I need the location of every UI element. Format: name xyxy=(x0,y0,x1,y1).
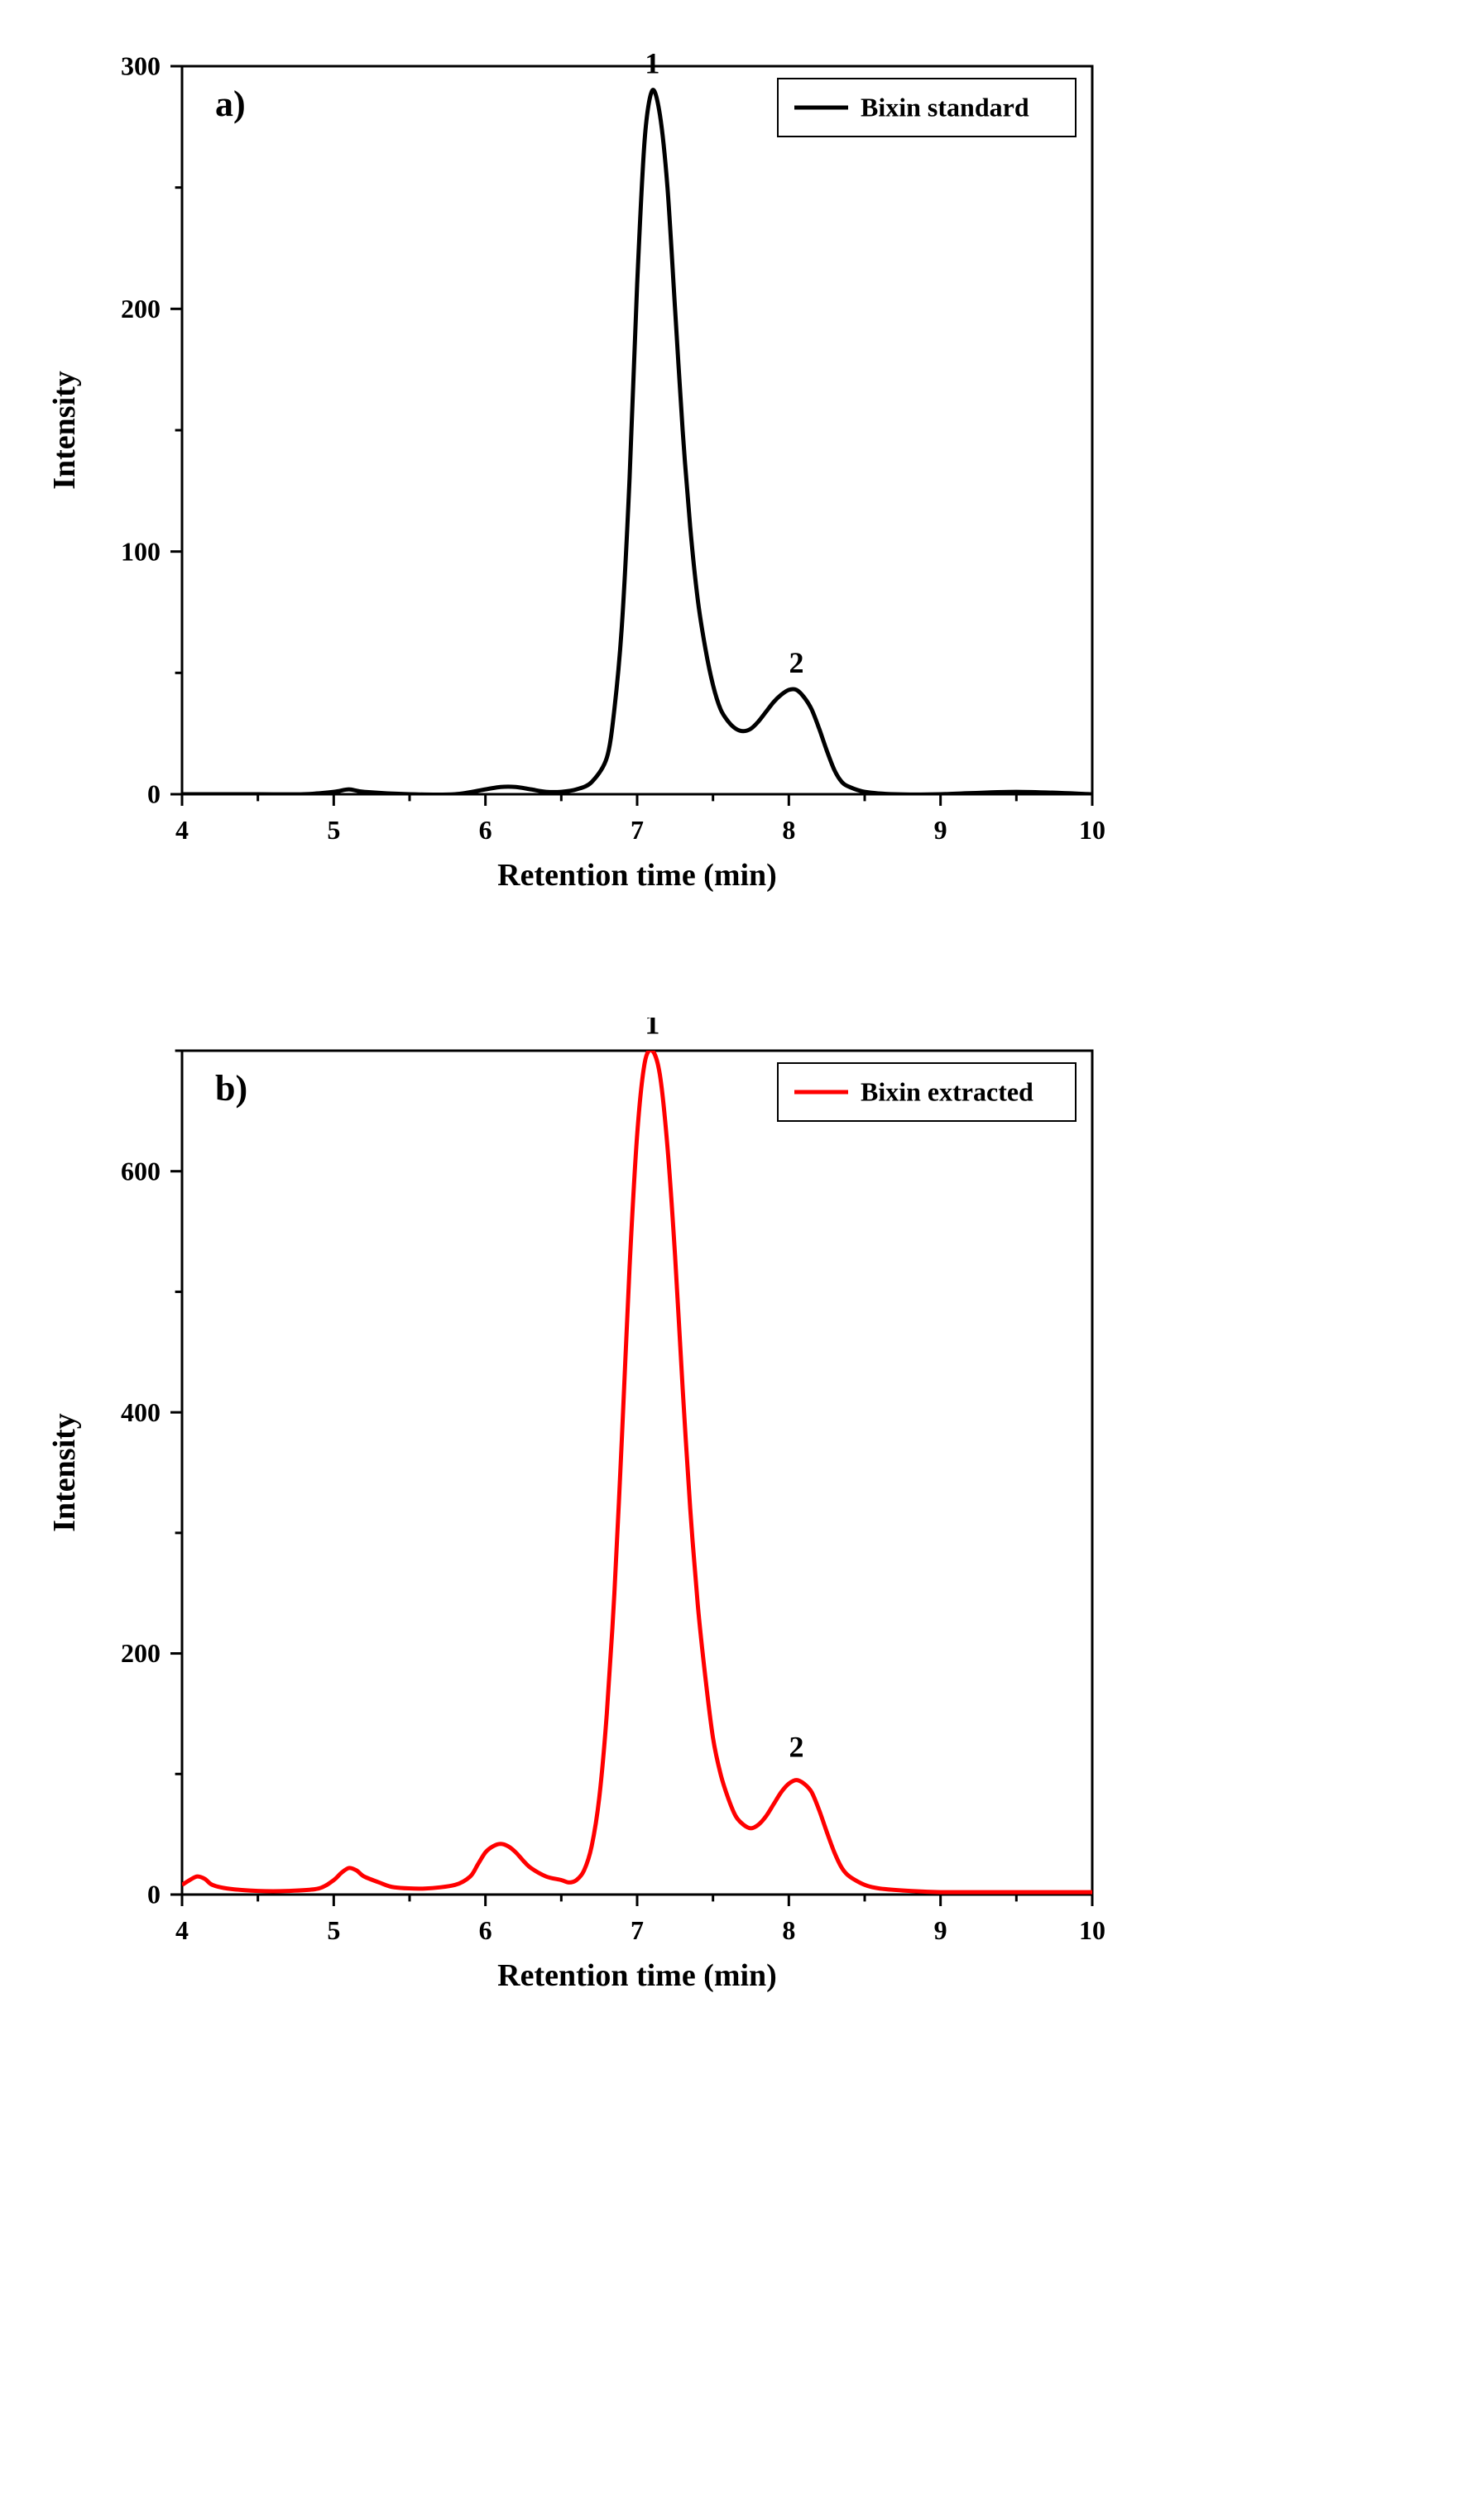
svg-text:300: 300 xyxy=(121,51,161,81)
chart-a-svg: 456789100100200300Retention time (min)In… xyxy=(33,33,1142,918)
svg-text:Retention time (min): Retention time (min) xyxy=(497,858,777,893)
svg-text:5: 5 xyxy=(327,1915,340,1945)
svg-text:Intensity: Intensity xyxy=(47,371,82,490)
svg-text:Bixin standard: Bixin standard xyxy=(861,93,1029,122)
svg-text:4: 4 xyxy=(175,815,189,845)
svg-text:1: 1 xyxy=(645,47,659,80)
svg-text:2: 2 xyxy=(789,1731,804,1764)
svg-text:Retention time (min): Retention time (min) xyxy=(497,1958,777,1993)
svg-text:9: 9 xyxy=(934,1915,947,1945)
svg-text:600: 600 xyxy=(121,1156,161,1186)
svg-text:0: 0 xyxy=(147,779,161,809)
svg-text:5: 5 xyxy=(327,815,340,845)
svg-text:4: 4 xyxy=(175,1915,189,1945)
svg-text:8: 8 xyxy=(782,815,795,845)
svg-text:100: 100 xyxy=(121,536,161,566)
svg-text:1: 1 xyxy=(645,1018,659,1040)
svg-text:10: 10 xyxy=(1079,1915,1105,1945)
svg-text:a): a) xyxy=(215,84,246,124)
svg-text:8: 8 xyxy=(782,1915,795,1945)
svg-text:6: 6 xyxy=(479,815,492,845)
svg-text:10: 10 xyxy=(1079,815,1105,845)
svg-text:0: 0 xyxy=(147,1880,161,1909)
chart-b-container: 4 5 6 7 8 9 10 0 200 400 600 Retention time (min) In… xyxy=(33,1018,1444,2019)
svg-text:7: 7 xyxy=(631,1915,644,1945)
svg-text:2: 2 xyxy=(789,646,804,679)
svg-text:200: 200 xyxy=(121,1638,161,1668)
svg-text:Intensity: Intensity xyxy=(47,1413,82,1532)
chart-a-container: 456789100100200300Retention time (min)In… xyxy=(33,33,1444,918)
chart-b-svg: 4 5 6 7 8 9 10 0 200 400 600 Retention time (min) In… xyxy=(33,1018,1142,2019)
svg-text:6: 6 xyxy=(479,1915,492,1945)
svg-text:400: 400 xyxy=(121,1397,161,1427)
svg-text:7: 7 xyxy=(631,815,644,845)
svg-text:200: 200 xyxy=(121,294,161,323)
svg-text:b): b) xyxy=(215,1068,247,1109)
svg-text:9: 9 xyxy=(934,815,947,845)
svg-text:Bixin extracted: Bixin extracted xyxy=(861,1077,1033,1107)
